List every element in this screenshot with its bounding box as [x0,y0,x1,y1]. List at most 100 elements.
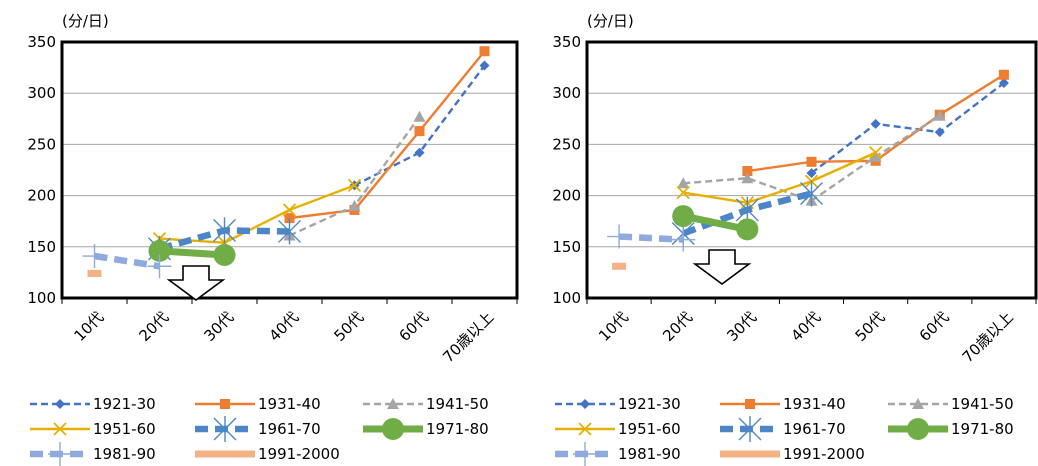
chart-1-legend-item-1951-60: 1951-60 [555,420,681,438]
chart-0-point-1941-50 [413,110,426,122]
chart-1-legend-label-1961-70: 1961-70 [783,420,846,438]
chart-0-x-tick-label: 20代 [135,308,172,345]
chart-0-plot-frame [60,40,519,300]
chart-0-y-tick-label: 300 [27,84,56,102]
chart-1-legend-marker-1981-90 [573,442,597,466]
chart-0-legend-label-1941-50: 1941-50 [426,395,489,413]
chart-1-y-tick-label: 200 [552,187,581,205]
chart-1-point-1991-2000 [612,262,627,270]
chart-1-legend-label-1991-2000: 1991-2000 [783,445,865,463]
chart-0-point-1931-40 [284,213,295,224]
chart-0-legend-label-1991-2000: 1991-2000 [258,445,340,463]
chart-0-point-1961-70 [278,218,301,245]
chart-1-series-1971-80 [672,205,759,241]
chart-1-legend-item-1941-50: 1941-50 [888,395,1014,413]
chart-0-series-line-1931-40 [289,50,486,220]
chart-0-series-line-1921-30 [353,64,486,187]
chart-1-point-1981-90 [671,227,696,252]
chart-1-point-1941-50 [677,177,690,189]
chart-1-point-1981-90 [607,224,632,249]
chart-0-legend-item-1971-80: 1971-80 [363,418,489,440]
chart-0-unit-label: (分/日) [62,12,109,30]
chart-0-point-1961-70 [213,217,236,244]
chart-1-legend-item-1991-2000: 1991-2000 [720,445,865,463]
chart-0-legend-marker-1931-40 [220,399,230,409]
chart-1-legend-label-1981-90: 1981-90 [618,445,681,463]
chart-1-legend-label-1971-80: 1971-80 [951,420,1014,438]
chart-1-legend-item-1971-80: 1971-80 [888,418,1014,440]
chart-1-legend-label-1921-30: 1921-30 [618,395,681,413]
chart-0-series-1931-40 [284,46,490,224]
chart-1-point-1971-80 [672,205,695,228]
chart-0-legend-marker-1961-70 [213,416,237,442]
chart-1-point-1921-30 [870,118,881,129]
chart-1-point-1921-30 [998,77,1009,88]
chart-1-legend-label-1951-60: 1951-60 [618,420,681,438]
chart-0-y-tick-label: 200 [27,187,56,205]
chart-1-series-1981-90 [607,224,696,252]
chart-0-point-1981-90 [82,244,107,269]
chart-1-legend-item-1921-30: 1921-30 [555,395,681,413]
chart-1-x-tick-label: 10代 [595,308,632,345]
chart-0-y-tick-label: 350 [27,33,56,51]
chart-0-point-1991-2000 [87,269,102,277]
chart-0-legend-label-1931-40: 1931-40 [258,395,321,413]
chart-0-series-1921-30 [349,60,490,191]
chart-0-series-line-1981-90 [93,252,161,270]
chart-0-x-tick-label: 50代 [330,308,367,345]
chart-0-series-line-1941-50 [289,116,421,237]
chart-0-legend-item-1941-50: 1941-50 [363,395,489,413]
chart-0-legend-item-1951-60: 1951-60 [30,420,156,438]
chart-1-y-tick-label: 150 [552,238,581,256]
chart-1-x-tick-label: 60代 [916,308,953,345]
chart-0-series-1971-80 [148,239,236,266]
chart-0-series-1981-90 [82,244,172,279]
chart-0-series-1991-2000 [87,269,102,277]
chart-0-point-1951-60 [282,203,297,217]
chart-0-point-1981-90 [147,254,172,279]
chart-1-point-1941-50 [869,150,882,162]
chart-0-x-tick-label: 70歳以上 [439,308,497,366]
chart-0-legend-item-1961-70: 1961-70 [195,416,321,442]
chart-0-legend-marker-1981-90 [48,442,72,466]
chart-1-legend-marker-1931-40 [745,399,755,409]
chart-0-legend-item-1981-90: 1981-90 [30,442,156,466]
chart-1-legend-label-1941-50: 1941-50 [951,395,1014,413]
chart-0-point-1921-30 [479,60,490,71]
chart-0-legend-item-1991-2000: 1991-2000 [195,445,340,463]
chart-0-legend-label-1981-90: 1981-90 [93,445,156,463]
chart-0-legend-item-1931-40: 1931-40 [195,395,321,413]
chart-1-y-tick-label: 250 [552,135,581,153]
chart-1-point-1931-40 [742,166,753,177]
chart-1-point-1921-30 [934,127,945,138]
chart-left: (分/日) 100 150 200 250 300 350 10代 20代 30代 40代 50代 60… [27,12,519,466]
chart-1-down-arrow-icon [692,249,752,285]
chart-0-legend-item-1921-30: 1921-30 [30,395,156,413]
chart-right: (分/日) 100 150 200 250 300 350 10代 20代 30代 40代 50代 60… [552,12,1038,466]
chart-1-y-tick-label: 300 [552,84,581,102]
chart-0-y-tick-label: 150 [27,238,56,256]
chart-0-series-line-1951-60 [159,184,355,244]
chart-1-legend-item-1931-40: 1931-40 [720,395,846,413]
chart-0-x-tick-label: 40代 [265,308,302,345]
chart-1-point-1951-60 [676,185,690,200]
chart-1-point-1951-60 [869,145,883,160]
chart-1-point-1961-70 [800,180,823,207]
chart-1-x-tick-label: 40代 [787,308,824,345]
chart-1-x-tick-label: 20代 [659,308,696,345]
chart-1-unit-label: (分/日) [587,12,634,30]
chart-0-point-1951-60 [347,178,362,192]
chart-0-x-tick-label: 60代 [395,308,432,345]
chart-1-series-line-1921-30 [810,82,1005,175]
chart-1-legend-marker-1961-70 [738,416,762,442]
chart-1-point-1941-50 [933,109,946,121]
chart-0-point-1931-40 [414,126,425,137]
chart-1-point-1921-30 [806,168,817,179]
chart-1-series-1991-2000 [612,262,627,270]
chart-0-legend-marker-1951-60 [53,422,67,436]
chart-1-series-line-1951-60 [683,151,877,204]
chart-1-legend-marker-1951-60 [578,422,592,436]
chart-0-point-1971-80 [213,243,236,266]
chart-1-x-tick-label: 70歳以上 [959,308,1017,366]
chart-1-legend-item-1961-70: 1961-70 [720,416,846,442]
